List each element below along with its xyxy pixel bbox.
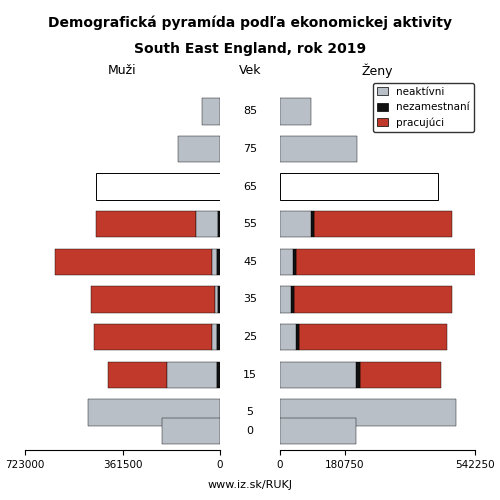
Bar bbox=[280, 174, 438, 200]
Bar bbox=[280, 399, 456, 425]
Bar bbox=[214, 286, 218, 312]
Text: 45: 45 bbox=[243, 257, 257, 267]
Text: 85: 85 bbox=[243, 106, 257, 117]
Bar bbox=[291, 286, 294, 312]
Text: Demografická pyramída podľa ekonomickej aktivity: Demografická pyramída podľa ekonomickej … bbox=[48, 15, 452, 30]
Bar bbox=[360, 362, 440, 388]
Bar bbox=[217, 248, 220, 275]
Text: 65: 65 bbox=[243, 182, 257, 192]
Text: 55: 55 bbox=[243, 219, 257, 229]
Bar bbox=[300, 324, 447, 350]
Bar bbox=[108, 362, 167, 388]
Text: Vek: Vek bbox=[239, 64, 261, 78]
Text: 0: 0 bbox=[246, 426, 254, 436]
Bar bbox=[280, 98, 310, 124]
Bar bbox=[292, 248, 296, 275]
Bar bbox=[217, 362, 220, 388]
Bar bbox=[178, 136, 220, 162]
Bar bbox=[314, 211, 452, 238]
Bar bbox=[212, 248, 217, 275]
Bar bbox=[280, 324, 296, 350]
Text: 75: 75 bbox=[243, 144, 257, 154]
Bar bbox=[196, 211, 218, 238]
Bar bbox=[280, 286, 291, 312]
Bar bbox=[167, 362, 217, 388]
Bar bbox=[212, 324, 218, 350]
Bar bbox=[280, 211, 310, 238]
Bar bbox=[90, 286, 214, 312]
Bar bbox=[280, 136, 357, 162]
Legend: neaktívni, nezamestnaní, pracujúci: neaktívni, nezamestnaní, pracujúci bbox=[373, 83, 474, 132]
Bar bbox=[296, 248, 476, 275]
Text: 5: 5 bbox=[246, 408, 254, 418]
Bar bbox=[56, 248, 212, 275]
Bar bbox=[280, 362, 355, 388]
Bar bbox=[96, 174, 220, 200]
Text: 25: 25 bbox=[243, 332, 257, 342]
Bar bbox=[94, 324, 212, 350]
Bar bbox=[218, 324, 220, 350]
Bar bbox=[202, 98, 220, 124]
Bar bbox=[310, 211, 314, 238]
Bar bbox=[280, 248, 292, 275]
Bar bbox=[296, 324, 300, 350]
Text: 35: 35 bbox=[243, 294, 257, 304]
Bar bbox=[356, 362, 360, 388]
Text: South East England, rok 2019: South East England, rok 2019 bbox=[134, 42, 366, 56]
Bar bbox=[280, 418, 355, 444]
Bar bbox=[88, 399, 220, 425]
Text: www.iz.sk/RUKJ: www.iz.sk/RUKJ bbox=[208, 480, 292, 490]
Bar bbox=[162, 418, 220, 444]
Text: Muži: Muži bbox=[108, 64, 137, 78]
Text: 15: 15 bbox=[243, 370, 257, 380]
Text: Ženy: Ženy bbox=[362, 63, 394, 78]
Bar bbox=[218, 286, 220, 312]
Bar bbox=[96, 211, 196, 238]
Bar bbox=[294, 286, 452, 312]
Bar bbox=[218, 211, 220, 238]
